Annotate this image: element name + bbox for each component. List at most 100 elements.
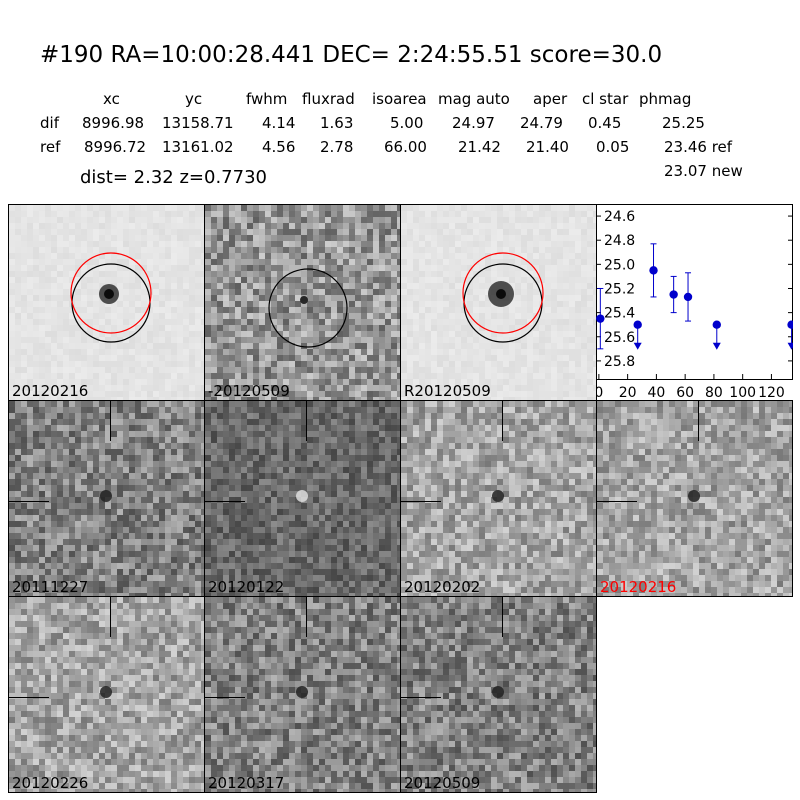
col-header-phmag: phmag [639, 90, 692, 108]
ref-phmag: 23.46 ref [664, 138, 733, 156]
stamp-noise-texture [205, 597, 400, 792]
stamp-noise-texture [597, 401, 792, 596]
col-header-fwhm: fwhm [246, 90, 288, 108]
ref-isoarea: 66.00 [384, 138, 427, 156]
upper-limit-arrow [633, 342, 642, 350]
crosshair-tick-horizontal [9, 697, 49, 698]
stamp-noise-texture [9, 401, 204, 596]
upper-limit-arrow [787, 342, 793, 350]
stamp-label: 20120216 [600, 578, 677, 596]
ref-yc: 13161.02 [162, 138, 234, 156]
crosshair-tick-horizontal [9, 501, 49, 502]
ref-fluxrad: 2.78 [320, 138, 354, 156]
row-label-dif: dif [40, 114, 59, 132]
data-point [669, 290, 678, 299]
y-tick-label: 25.4 [604, 306, 635, 322]
stamp-epoch: 20120216 [596, 400, 793, 597]
col-header-xc: xc [103, 90, 120, 108]
dif-fwhm: 4.14 [262, 114, 296, 132]
stamp-search-image: 20120216 [8, 204, 205, 401]
source-blob [100, 686, 112, 698]
aperture-circle [268, 268, 348, 348]
crosshair-tick-vertical [306, 597, 307, 637]
data-point [683, 292, 693, 302]
source-blob [492, 490, 504, 502]
y-tick-label: 25.6 [604, 330, 635, 346]
data-point [596, 314, 605, 323]
stamp-label: 20120122 [208, 578, 285, 596]
crosshair-tick-vertical [502, 401, 503, 441]
stamp-noise-texture [9, 205, 204, 400]
light-curve-chart: 24.6 24.8 25.0 25.2 25.4 25.6 25.80 20 40 60 80 100… [596, 204, 793, 401]
y-tick-label: 25.0 [604, 257, 635, 273]
aperture-circle [70, 252, 152, 334]
source-blob [296, 686, 308, 698]
stamp-epoch: 20120317 [204, 596, 401, 793]
source-blob [300, 296, 308, 304]
dif-mag-auto: 24.97 [452, 114, 495, 132]
x-tick-label: 60 [676, 385, 694, 401]
stamp-label: 20120317 [208, 774, 285, 792]
x-tick-label: 0 [596, 385, 603, 401]
ref-mag-auto: 21.42 [458, 138, 501, 156]
dif-xc: 8996.98 [82, 114, 145, 132]
stamp-epoch: 20120202 [400, 400, 597, 597]
stamp-epoch: 20111227 [8, 400, 205, 597]
data-point [712, 320, 721, 329]
y-tick-label: 25.8 [604, 354, 635, 370]
y-tick-label: 24.6 [604, 209, 635, 225]
x-tick-label: 20 [619, 385, 637, 401]
ref-aper: 21.40 [526, 138, 569, 156]
crosshair-tick-horizontal [205, 501, 245, 502]
ref-cl-star: 0.05 [596, 138, 630, 156]
dif-isoarea: 5.00 [390, 114, 424, 132]
x-tick-label: 40 [647, 385, 665, 401]
crosshair-tick-vertical [110, 597, 111, 637]
stamp-label: 20120216 [12, 382, 89, 400]
stamp-noise-texture [401, 401, 596, 596]
stamp-label: -20120509 [208, 382, 290, 400]
dif-aper: 24.79 [520, 114, 563, 132]
stamp-reference-image: R20120509 [400, 204, 597, 401]
col-header-fluxrad: fluxrad [302, 90, 355, 108]
crosshair-tick-vertical [110, 401, 111, 441]
new-magnitude: 23.07 new [664, 162, 743, 180]
stamp-label: R20120509 [404, 382, 491, 400]
crosshair-tick-horizontal [205, 697, 245, 698]
crosshair-tick-vertical [502, 597, 503, 637]
ref-fwhm: 4.56 [262, 138, 296, 156]
y-tick-label: 25.2 [604, 281, 635, 297]
stamp-label: 20120509 [404, 774, 481, 792]
plot-frame [596, 204, 793, 380]
source-blob [100, 490, 112, 502]
stamp-label: 20111227 [12, 578, 89, 596]
stamp-difference-image: -20120509 [204, 204, 401, 401]
stamp-noise-texture [9, 597, 204, 792]
y-tick-label: 24.8 [604, 233, 635, 249]
aperture-circle [462, 252, 544, 334]
col-header-cl-star: cl star [582, 90, 629, 108]
stamp-noise-texture [401, 205, 596, 400]
upper-limit-arrow [712, 342, 721, 350]
crosshair-tick-horizontal [401, 501, 441, 502]
stamp-label: 20120202 [404, 578, 481, 596]
dif-phmag: 25.25 [662, 114, 705, 132]
stamp-epoch: 20120226 [8, 596, 205, 793]
data-point [633, 320, 642, 329]
stamp-noise-texture [205, 401, 400, 596]
ref-xc: 8996.72 [84, 138, 147, 156]
dif-yc: 13158.71 [162, 114, 234, 132]
stamp-epoch: 20120122 [204, 400, 401, 597]
col-header-mag-auto: mag auto [438, 90, 510, 108]
dif-cl-star: 0.45 [588, 114, 622, 132]
row-label-ref: ref [40, 138, 61, 156]
data-point [787, 320, 793, 329]
crosshair-tick-vertical [698, 401, 699, 441]
stamp-epoch: 20120509 [400, 596, 597, 793]
x-tick-label: 80 [705, 385, 723, 401]
stamp-label: 20120226 [12, 774, 89, 792]
col-header-aper: aper [533, 90, 568, 108]
dif-fluxrad: 1.63 [320, 114, 354, 132]
source-blob [104, 289, 114, 299]
page-title: #190 RA=10:00:28.441 DEC= 2:24:55.51 sco… [40, 42, 663, 68]
